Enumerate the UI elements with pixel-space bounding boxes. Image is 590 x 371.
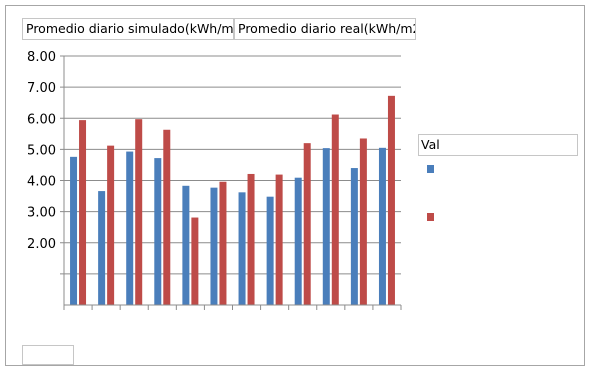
y-tick-label: 6.00	[27, 112, 56, 127]
bar-series2	[219, 181, 227, 305]
bar-series1	[126, 151, 134, 305]
bar-series1	[266, 196, 274, 305]
bar-series2	[387, 95, 395, 305]
bar-series1	[378, 147, 386, 305]
empty-label-box	[22, 345, 74, 365]
bar-series2	[275, 174, 283, 305]
gridlines	[60, 55, 401, 275]
bar-series1	[154, 158, 162, 305]
bar-series1	[238, 192, 246, 305]
bar-series2	[303, 143, 311, 305]
axes	[63, 56, 402, 310]
legend-swatch-series1	[427, 165, 434, 173]
bar-series2	[135, 119, 143, 305]
bar-series1	[350, 168, 358, 305]
legend-title: Val	[418, 134, 578, 156]
y-tick-labels: 2.00 3.00 4.00 5.00 6.00 7.00 8.00	[27, 50, 56, 252]
bars	[70, 95, 395, 306]
bar-series2	[107, 145, 115, 305]
bar-series2	[331, 114, 339, 305]
series2-header: Promedio diario real(kWh/m2)	[234, 18, 416, 40]
bar-series1	[294, 177, 302, 305]
series1-header: Promedio diario simulado(kWh/m...	[22, 18, 234, 40]
y-tick-label: 8.00	[27, 50, 56, 65]
bar-series2	[247, 173, 255, 305]
bar-series1	[70, 156, 78, 305]
y-tick-label: 7.00	[27, 81, 56, 96]
bar-series2	[191, 217, 199, 305]
bar-series1	[210, 187, 218, 305]
bar-series1	[322, 148, 330, 305]
bar-series2	[359, 138, 367, 305]
bar-series1	[98, 191, 106, 305]
y-tick-label: 4.00	[27, 175, 56, 190]
y-tick-label: 2.00	[27, 237, 56, 252]
legend-swatch-series2	[427, 213, 434, 221]
y-tick-label: 3.00	[27, 206, 56, 221]
bar-series1	[182, 185, 190, 305]
y-tick-label: 5.00	[27, 143, 56, 158]
bar-series2	[163, 129, 171, 305]
bar-series2	[79, 120, 87, 306]
